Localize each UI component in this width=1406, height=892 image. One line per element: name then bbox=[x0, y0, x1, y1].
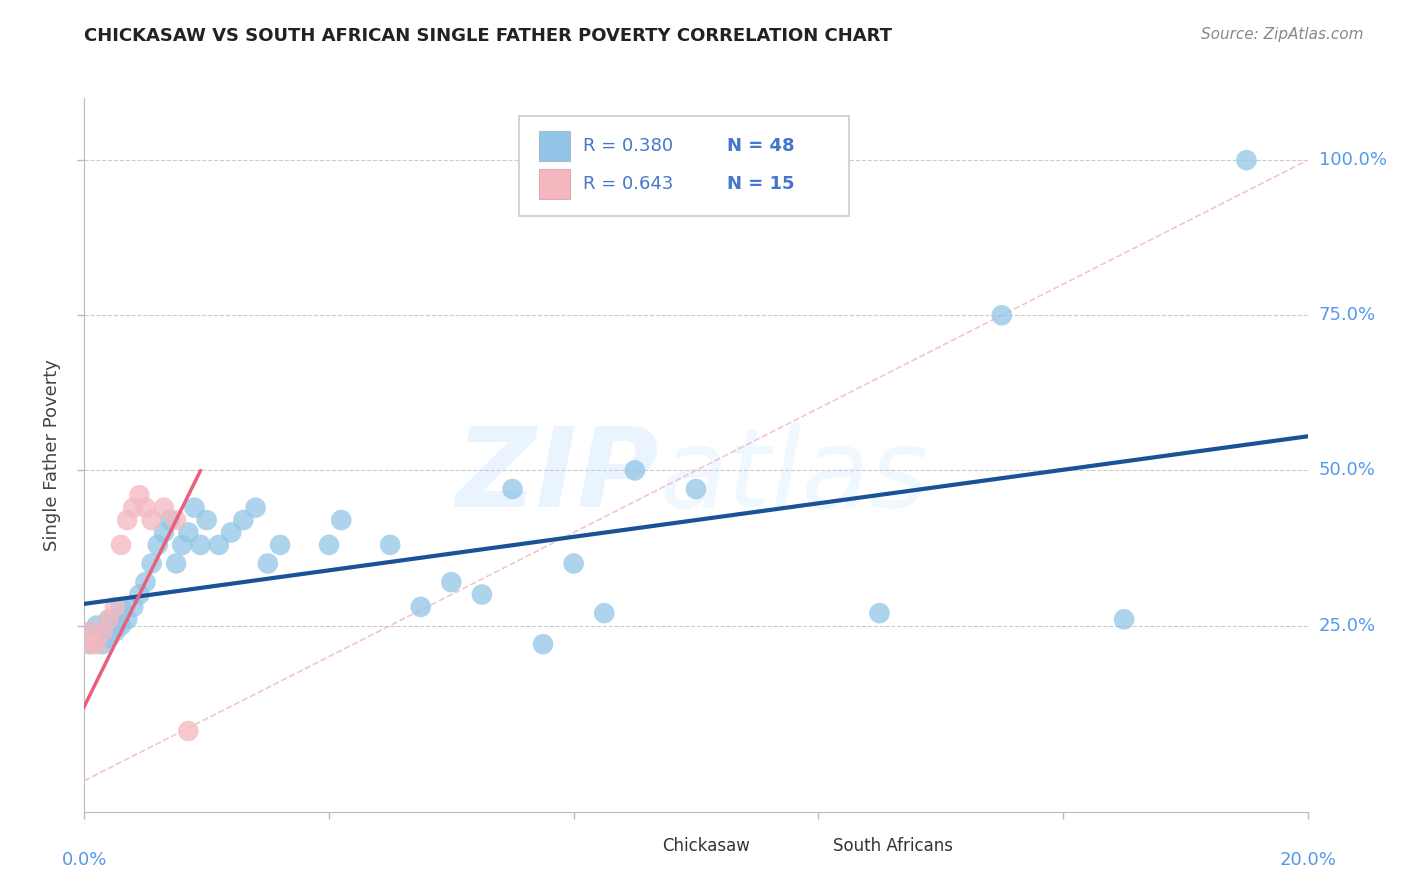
Point bbox=[183, 500, 205, 515]
Point bbox=[79, 637, 101, 651]
Point bbox=[245, 500, 267, 515]
Point bbox=[172, 538, 194, 552]
Point bbox=[91, 637, 114, 651]
Point bbox=[122, 500, 145, 515]
Text: atlas: atlas bbox=[659, 423, 928, 530]
Point bbox=[135, 500, 157, 515]
Point bbox=[165, 513, 187, 527]
Text: 20.0%: 20.0% bbox=[1279, 851, 1336, 869]
Text: N = 48: N = 48 bbox=[727, 137, 794, 155]
Point bbox=[141, 513, 163, 527]
Text: 0.0%: 0.0% bbox=[62, 851, 107, 869]
Point bbox=[110, 618, 132, 632]
Point bbox=[153, 525, 176, 540]
Text: N = 15: N = 15 bbox=[727, 176, 794, 194]
Point bbox=[232, 513, 254, 527]
Point bbox=[97, 612, 120, 626]
Text: 75.0%: 75.0% bbox=[1319, 306, 1376, 325]
Text: Chickasaw: Chickasaw bbox=[662, 837, 749, 855]
Text: 25.0%: 25.0% bbox=[1319, 616, 1376, 634]
Point bbox=[440, 575, 463, 590]
Point bbox=[562, 557, 585, 571]
Point bbox=[380, 538, 402, 552]
Point bbox=[79, 637, 101, 651]
Text: 50.0%: 50.0% bbox=[1319, 461, 1375, 479]
FancyBboxPatch shape bbox=[519, 116, 849, 216]
Point bbox=[86, 618, 108, 632]
Point bbox=[269, 538, 291, 552]
Point bbox=[318, 538, 340, 552]
Point bbox=[531, 637, 554, 651]
Text: R = 0.643: R = 0.643 bbox=[583, 176, 673, 194]
Point bbox=[219, 525, 242, 540]
Point bbox=[165, 557, 187, 571]
Point bbox=[115, 612, 138, 626]
Point bbox=[104, 599, 127, 614]
Point bbox=[128, 588, 150, 602]
Text: Source: ZipAtlas.com: Source: ZipAtlas.com bbox=[1201, 27, 1364, 42]
Point bbox=[110, 599, 132, 614]
Point bbox=[104, 612, 127, 626]
Point bbox=[471, 588, 494, 602]
Point bbox=[409, 599, 432, 614]
Point bbox=[110, 538, 132, 552]
Y-axis label: Single Father Poverty: Single Father Poverty bbox=[44, 359, 62, 551]
Point bbox=[593, 606, 616, 620]
Text: South Africans: South Africans bbox=[832, 837, 953, 855]
Point bbox=[86, 631, 108, 645]
Bar bbox=[540, 169, 569, 200]
Point bbox=[624, 463, 647, 477]
Point bbox=[115, 513, 138, 527]
Point bbox=[104, 624, 127, 639]
Bar bbox=[794, 833, 824, 858]
Text: R = 0.380: R = 0.380 bbox=[583, 137, 673, 155]
Point bbox=[97, 631, 120, 645]
Bar bbox=[623, 833, 654, 858]
Point bbox=[128, 488, 150, 502]
Point bbox=[97, 612, 120, 626]
Point bbox=[91, 624, 114, 639]
Point bbox=[79, 624, 101, 639]
Text: ZIP: ZIP bbox=[456, 423, 659, 530]
Point bbox=[330, 513, 353, 527]
Point bbox=[86, 637, 108, 651]
Point bbox=[79, 624, 101, 639]
Text: CHICKASAW VS SOUTH AFRICAN SINGLE FATHER POVERTY CORRELATION CHART: CHICKASAW VS SOUTH AFRICAN SINGLE FATHER… bbox=[84, 27, 893, 45]
Text: 100.0%: 100.0% bbox=[1319, 151, 1386, 169]
Point bbox=[153, 500, 176, 515]
Point bbox=[1114, 612, 1136, 626]
Point bbox=[122, 599, 145, 614]
Point bbox=[190, 538, 212, 552]
Point bbox=[135, 575, 157, 590]
Point bbox=[195, 513, 218, 527]
Point bbox=[177, 724, 200, 739]
Point bbox=[208, 538, 231, 552]
Point bbox=[685, 482, 707, 496]
Point bbox=[502, 482, 524, 496]
Point bbox=[146, 538, 169, 552]
Point bbox=[177, 525, 200, 540]
Point bbox=[159, 513, 181, 527]
Point bbox=[1234, 153, 1257, 168]
Bar bbox=[540, 131, 569, 161]
Point bbox=[257, 557, 280, 571]
Point bbox=[991, 308, 1014, 322]
Point bbox=[91, 624, 114, 639]
Point bbox=[141, 557, 163, 571]
Point bbox=[869, 606, 891, 620]
